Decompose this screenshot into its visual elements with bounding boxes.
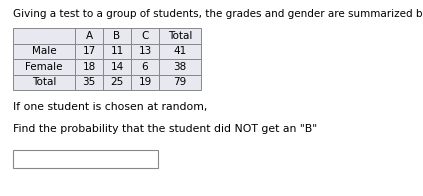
Text: 18: 18 bbox=[82, 62, 96, 72]
Text: Female: Female bbox=[25, 62, 63, 72]
Text: If one student is chosen at random,: If one student is chosen at random, bbox=[13, 102, 207, 112]
Text: 38: 38 bbox=[173, 62, 187, 72]
Text: Total: Total bbox=[32, 77, 56, 87]
Text: 41: 41 bbox=[173, 46, 187, 56]
Text: 79: 79 bbox=[173, 77, 187, 87]
Text: B: B bbox=[113, 31, 121, 41]
Text: A: A bbox=[85, 31, 93, 41]
Text: 13: 13 bbox=[138, 46, 151, 56]
Text: C: C bbox=[141, 31, 149, 41]
Text: 35: 35 bbox=[82, 77, 96, 87]
Text: 25: 25 bbox=[110, 77, 124, 87]
Text: Giving a test to a group of students, the grades and gender are summarized below: Giving a test to a group of students, th… bbox=[13, 9, 423, 19]
Text: 14: 14 bbox=[110, 62, 124, 72]
Text: Total: Total bbox=[168, 31, 192, 41]
Text: Male: Male bbox=[32, 46, 56, 56]
Text: Find the probability that the student did NOT get an "B": Find the probability that the student di… bbox=[13, 124, 317, 134]
Text: 17: 17 bbox=[82, 46, 96, 56]
Text: 19: 19 bbox=[138, 77, 151, 87]
Text: 6: 6 bbox=[142, 62, 148, 72]
Text: 11: 11 bbox=[110, 46, 124, 56]
